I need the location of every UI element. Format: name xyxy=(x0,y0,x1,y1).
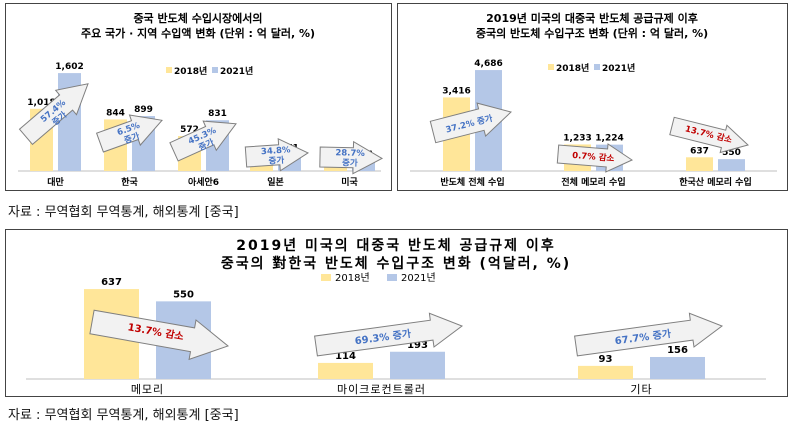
legend-label: 2018년 xyxy=(335,272,370,284)
change-label: 28.7%증가 xyxy=(335,148,365,169)
bar-2018 xyxy=(318,362,373,379)
data-label: 637 xyxy=(101,277,122,288)
change-arrow xyxy=(169,120,237,162)
tick-label: 한국산 메모리 수입 xyxy=(679,176,752,188)
legend-swatch-2018 xyxy=(548,64,554,70)
data-label: 1,224 xyxy=(595,134,623,144)
data-label: 899 xyxy=(134,105,153,115)
data-label: 93 xyxy=(599,354,613,365)
bar-2021 xyxy=(390,351,445,379)
data-label: 572 xyxy=(180,125,199,135)
tick-label: 전체 메모리 수입 xyxy=(561,176,625,188)
chart-title: 중국의 對한국 반도체 수입구조 변화 (억달러, %) xyxy=(221,255,571,272)
legend-label: 2021년 xyxy=(220,65,253,77)
tick-label: 대만 xyxy=(47,176,64,188)
tick-label: 마이크로컨트롤러 xyxy=(337,383,426,396)
legend-swatch-2021 xyxy=(387,274,397,281)
chart-title: 중국 반도체 수입시장에서의 xyxy=(133,11,262,25)
data-label: 637 xyxy=(690,146,709,156)
chart-panel-korea-imports: 2019년 미국의 대중국 반도체 공급규제 이후 중국의 對한국 반도체 수입구… xyxy=(5,229,788,397)
change-arrow xyxy=(89,309,230,361)
change-arrow xyxy=(244,137,310,172)
legend-swatch-2018 xyxy=(321,274,331,281)
bar-2021 xyxy=(650,356,705,379)
change-arrow xyxy=(574,312,724,357)
data-label: 193 xyxy=(407,340,428,351)
change-arrow xyxy=(319,140,384,175)
tick-label: 일본 xyxy=(267,176,284,188)
data-label: 4,686 xyxy=(474,59,502,69)
chart-title: 2019년 미국의 대중국 반도체 공급규제 이후 xyxy=(236,237,555,254)
bar-2021 xyxy=(718,159,745,171)
chart-panel-import-structure: 2019년 미국의 대중국 반도체 공급규제 이후 중국의 반도체 수입구조 변화… xyxy=(397,3,788,191)
legend-label: 2018년 xyxy=(174,65,207,77)
legend-label: 2018년 xyxy=(556,62,589,74)
data-label: 156 xyxy=(667,345,688,356)
tick-label: 아세안6 xyxy=(188,176,219,188)
tick-label: 미국 xyxy=(341,176,358,188)
chart-panel-country-imports: 중국 반도체 수입시장에서의 주요 국가 · 지역 수입액 변화 (단위 : 억 … xyxy=(5,3,392,191)
source-note: 자료 : 무역협회 무역통계, 해외통계 [중국] xyxy=(8,408,239,423)
data-label: 831 xyxy=(208,109,227,119)
chart-title: 2019년 미국의 대중국 반도체 공급규제 이후 xyxy=(486,11,698,25)
change-arrow xyxy=(669,116,749,154)
data-label: 550 xyxy=(722,148,741,158)
change-label: 34.8%증가 xyxy=(261,145,292,167)
data-label: 3,416 xyxy=(442,86,470,96)
chart-title: 주요 국가 · 지역 수입액 변화 (단위 : 억 달러, %) xyxy=(81,26,315,40)
legend-label: 2021년 xyxy=(602,62,635,74)
data-label: 550 xyxy=(173,289,194,300)
tick-label: 한국 xyxy=(121,176,138,188)
bar-2018 xyxy=(686,157,713,171)
legend-swatch-2021 xyxy=(212,67,218,73)
data-label: 844 xyxy=(106,108,125,118)
data-label: 1,018 xyxy=(27,98,55,108)
change-arrow xyxy=(556,143,634,173)
chart-title: 중국의 반도체 수입구조 변화 (단위 : 억 달러, %) xyxy=(476,26,708,40)
bar-2018 xyxy=(578,365,633,379)
tick-label: 반도체 전체 수입 xyxy=(440,176,504,188)
tick-label: 기타 xyxy=(630,383,652,396)
change-arrow xyxy=(18,83,89,146)
legend-swatch-2018 xyxy=(166,67,172,73)
legend-label: 2021년 xyxy=(401,272,436,284)
data-label: 1,233 xyxy=(563,133,591,143)
data-label: 114 xyxy=(335,351,356,362)
change-arrow xyxy=(95,114,163,153)
change-arrow xyxy=(429,102,512,144)
source-note: 자료 : 무역협회 무역통계, 해외통계 [중국] xyxy=(8,205,239,220)
legend-swatch-2021 xyxy=(594,64,600,70)
data-label: 1,602 xyxy=(55,62,83,72)
change-label: 0.7% 감소 xyxy=(572,150,615,164)
change-arrow xyxy=(314,312,464,357)
tick-label: 메모리 xyxy=(131,383,164,396)
